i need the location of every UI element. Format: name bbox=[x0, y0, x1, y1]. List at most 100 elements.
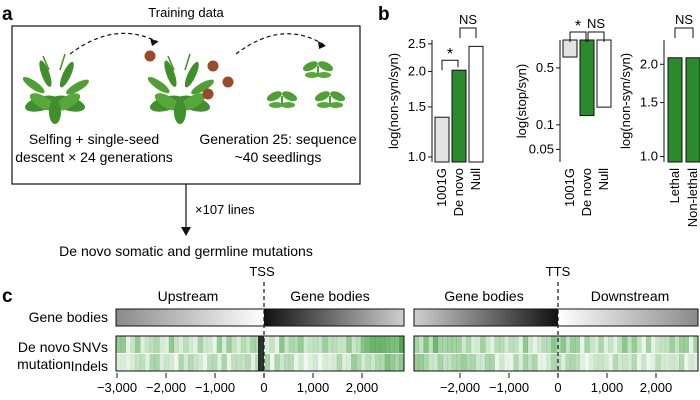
heatmap-cell bbox=[631, 336, 637, 353]
heatmap-cell bbox=[565, 354, 571, 371]
heatmap-cell bbox=[503, 354, 510, 371]
heatmap-cell bbox=[518, 354, 524, 371]
significance-bracket bbox=[587, 31, 605, 42]
heatmap-cell bbox=[631, 354, 637, 371]
heatmap-cell bbox=[494, 336, 500, 353]
panel-c-letter: c bbox=[2, 286, 13, 307]
row-label-gene-bodies: Gene bodies bbox=[29, 309, 108, 325]
heatmap-cell bbox=[664, 336, 670, 353]
heatmap-right bbox=[413, 335, 699, 372]
x-tick-label: Null bbox=[596, 168, 611, 191]
bar-chart-3: 1.0 1.5 2.0 log(non-syn/syn) Lethal Non-letha… bbox=[618, 12, 700, 227]
heatmap-cell bbox=[308, 354, 314, 371]
heatmap-cell bbox=[650, 336, 656, 353]
x-tick-label: 1,000 bbox=[591, 380, 624, 395]
row-label-indels: Indels bbox=[71, 358, 108, 374]
heatmap-cell bbox=[212, 336, 218, 353]
heatmap-cell bbox=[159, 336, 165, 353]
gene-bodies-gradient-left bbox=[115, 308, 405, 327]
heatmap-cell bbox=[584, 336, 590, 353]
bar-non-lethal bbox=[685, 57, 700, 163]
heatmap-cell bbox=[442, 336, 448, 353]
training-data-title: Training data bbox=[148, 5, 224, 20]
heatmap-cell bbox=[480, 354, 486, 371]
heatmap-cell bbox=[456, 336, 462, 353]
heatmap-cell bbox=[269, 336, 275, 353]
heatmap-cell bbox=[192, 336, 198, 353]
heatmap-cell bbox=[423, 354, 429, 371]
heatmap-cell bbox=[212, 354, 218, 371]
heatmap-cell bbox=[279, 354, 285, 371]
heatmap-cell bbox=[532, 336, 538, 353]
heatmap-cell bbox=[522, 354, 528, 371]
heatmap-cell bbox=[279, 336, 285, 353]
heatmap-cell bbox=[255, 336, 261, 353]
heatmap-cell bbox=[428, 354, 434, 371]
heatmap-cell bbox=[125, 336, 131, 353]
heatmap-cell bbox=[442, 354, 448, 371]
heatmap-cell bbox=[650, 354, 656, 371]
heatmap-cell bbox=[617, 336, 623, 353]
heatmap-cell bbox=[428, 336, 434, 353]
bar-chart-2: 0.05 0.1 0.5 log(stop/syn) 1001G De novo Null *… bbox=[514, 16, 612, 216]
significance-label: NS bbox=[675, 12, 693, 27]
heatmap-cell bbox=[293, 336, 299, 353]
heatmap-cell bbox=[183, 336, 189, 353]
heatmap-cell bbox=[116, 354, 122, 371]
y-tick-label: 1.0 bbox=[640, 149, 658, 164]
seed-icons bbox=[144, 50, 234, 100]
heatmap-cell bbox=[226, 336, 232, 353]
heatmap-cell bbox=[356, 354, 362, 371]
heatmap-cell bbox=[336, 336, 342, 353]
heatmap-cell bbox=[537, 336, 543, 353]
bar-1001g bbox=[562, 39, 578, 58]
heatmap-cell bbox=[322, 336, 328, 353]
heatmap-cell bbox=[216, 354, 222, 371]
heatmap-cell bbox=[432, 336, 439, 353]
significance-label: * bbox=[447, 46, 453, 63]
heatmap-cell bbox=[173, 336, 179, 353]
down-arrowhead bbox=[181, 227, 191, 236]
heatmap-cell bbox=[154, 354, 160, 371]
heatmap-cell bbox=[693, 336, 699, 353]
x-tick-label: De novo bbox=[451, 168, 466, 216]
heatmap-cell bbox=[485, 354, 491, 371]
heatmap-cell bbox=[365, 354, 371, 371]
heatmap-cell bbox=[551, 354, 557, 371]
heatmap-cell bbox=[394, 354, 400, 371]
panel-b-letter: b bbox=[378, 4, 390, 25]
heatmap-cell bbox=[466, 336, 472, 353]
x-tick-label: 2,000 bbox=[640, 380, 673, 395]
heatmap-cell bbox=[264, 354, 270, 371]
x-tick-label: 0 bbox=[260, 380, 267, 395]
heatmap-cell bbox=[240, 354, 246, 371]
heatmap-cell bbox=[135, 336, 141, 353]
heatmap-cell bbox=[221, 354, 227, 371]
heatmap-cell bbox=[173, 354, 179, 371]
row-group-label-1: De novo bbox=[18, 339, 70, 355]
heatmap-cell bbox=[669, 336, 675, 353]
lines-count-label: ×107 lines bbox=[195, 202, 255, 217]
heatmap-cell bbox=[622, 336, 628, 353]
heatmap-cell bbox=[192, 354, 198, 371]
heatmap-cell bbox=[556, 336, 562, 353]
heatmap-cell bbox=[274, 354, 280, 371]
bar-null bbox=[468, 45, 484, 163]
heatmap-cell bbox=[636, 354, 642, 371]
heatmap-cell bbox=[375, 336, 381, 353]
y-tick-label: 2.0 bbox=[640, 56, 658, 71]
heatmap-cell bbox=[683, 336, 689, 353]
heatmap-cell bbox=[645, 354, 652, 371]
heatmap-cell bbox=[414, 354, 420, 371]
x-tick-label: Lethal bbox=[667, 168, 682, 204]
heatmap-cell bbox=[168, 354, 174, 371]
heatmap-cell bbox=[346, 354, 352, 371]
heatmap-cell bbox=[135, 354, 141, 371]
heatmap-cell bbox=[303, 354, 309, 371]
heatmap-cell bbox=[341, 354, 347, 371]
heatmap-cell bbox=[269, 354, 275, 371]
heatmap-cell bbox=[475, 354, 481, 371]
heatmap-cell bbox=[384, 336, 390, 353]
